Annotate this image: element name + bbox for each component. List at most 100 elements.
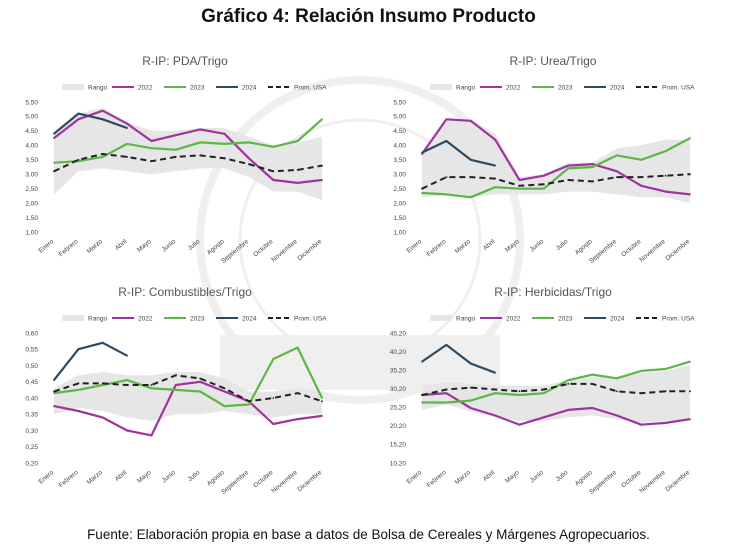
data-point	[199, 377, 202, 380]
data-point	[199, 141, 202, 144]
legend-item: 2023	[164, 85, 205, 92]
legend-label: Prom. USA	[294, 316, 327, 323]
y-tick-label: 2,00	[25, 200, 38, 207]
data-point	[664, 190, 667, 193]
data-point	[518, 390, 521, 393]
range-band	[54, 107, 322, 201]
data-point	[542, 187, 545, 190]
data-point	[469, 407, 472, 409]
data-point	[126, 127, 128, 129]
series-line	[421, 343, 496, 374]
x-tick-label: Diciembre	[296, 238, 323, 262]
data-point	[101, 109, 104, 112]
data-point	[591, 383, 594, 385]
data-point	[640, 158, 643, 161]
chart-urea-trigo: R-IP: Urea/Trigo Rango 2022 2023 2024 Prom. U…	[393, 54, 695, 265]
legend-swatch	[62, 315, 84, 321]
data-point	[126, 156, 128, 158]
data-point	[223, 387, 226, 390]
data-point	[591, 407, 594, 409]
y-tick-label: 0,45	[25, 379, 38, 386]
legend-label: 2023	[558, 316, 573, 323]
data-point	[469, 362, 472, 365]
series-y2024	[421, 343, 496, 374]
legend-swatch	[62, 84, 84, 90]
legend-item: 2022	[480, 316, 521, 323]
series-line	[53, 374, 323, 403]
series-line	[53, 341, 128, 381]
y-tick-label: 0,40	[25, 395, 38, 402]
data-point	[494, 186, 496, 189]
series-y2023	[53, 118, 323, 164]
data-point	[53, 379, 55, 381]
data-point	[494, 371, 496, 374]
data-point	[150, 384, 153, 386]
legend-label: 2024	[610, 316, 625, 323]
legend-item: 2024	[216, 85, 257, 92]
chart-pda-trigo: R-IP: PDA/Trigo Rango 2022 2023 2024 Prom. US…	[25, 54, 327, 265]
series-prom	[53, 153, 323, 173]
data-point	[174, 384, 177, 386]
x-tick-label: Julio	[187, 469, 202, 483]
y-tick-label: 40,20	[390, 349, 407, 356]
y-tick-label: 3,50	[25, 157, 38, 164]
chart-herbicidas-trigo: R-IP: Herbicidas/Trigo Rango 2022 2023 2024 P…	[390, 285, 695, 496]
legend-item: Prom. USA	[636, 316, 695, 323]
chart-combustibles-trigo: R-IP: Combustibles/Trigo Rango 2022 2023 202…	[25, 285, 327, 496]
data-point	[469, 176, 472, 179]
legend-item: 2024	[584, 85, 625, 92]
data-point	[542, 174, 545, 177]
x-tick-label: Mayo	[136, 469, 153, 485]
y-tick-label: 0,55	[25, 347, 38, 354]
data-point	[616, 377, 618, 380]
y-tick-label: 1,00	[393, 229, 406, 236]
x-tick-label: Marzo	[454, 238, 473, 255]
x-tick-label: Abril	[114, 469, 129, 483]
data-point	[494, 392, 496, 395]
data-point	[53, 405, 55, 407]
series-line	[421, 118, 691, 196]
x-tick-label: Julio	[555, 238, 570, 252]
data-point	[469, 386, 472, 389]
x-tick-label: Abril	[482, 469, 497, 483]
data-point	[469, 399, 472, 402]
data-point	[689, 193, 691, 196]
y-tick-label: 0,20	[25, 460, 38, 467]
y-tick-label: 0,50	[25, 363, 38, 370]
data-point	[518, 394, 521, 396]
y-tick-label: 0,35	[25, 412, 38, 419]
x-tick-label: Marzo	[86, 238, 105, 255]
data-point	[126, 143, 128, 145]
data-point	[126, 429, 128, 432]
data-point	[445, 401, 448, 404]
series-line	[421, 137, 691, 199]
y-tick-label: 5,00	[25, 114, 38, 121]
data-point	[101, 416, 104, 419]
x-tick-label: Junio	[529, 238, 546, 254]
legend-item: Rango	[430, 315, 476, 323]
data-point	[248, 157, 250, 160]
legend-item: Rango	[62, 84, 108, 92]
data-point	[223, 132, 226, 135]
data-point	[664, 390, 667, 393]
x-tick-label: Mayo	[504, 469, 521, 485]
data-point	[494, 177, 496, 180]
data-point	[542, 392, 545, 395]
x-tick-label: Octubre	[620, 238, 643, 258]
y-tick-label: 45,20	[390, 330, 407, 337]
data-point	[53, 170, 55, 173]
data-point	[567, 409, 570, 411]
legend-label: 2024	[242, 85, 257, 92]
legend-swatch	[430, 84, 452, 90]
data-point	[591, 163, 594, 165]
data-point	[296, 182, 299, 184]
x-tick-label: Agosto	[206, 469, 226, 488]
x-tick-label: Enero	[37, 238, 55, 255]
data-point	[518, 187, 521, 190]
data-point	[445, 344, 448, 346]
data-point	[53, 161, 55, 164]
x-tick-label: Noviembre	[270, 238, 299, 264]
data-point	[518, 179, 521, 181]
data-point	[53, 390, 55, 393]
data-point	[689, 137, 691, 139]
